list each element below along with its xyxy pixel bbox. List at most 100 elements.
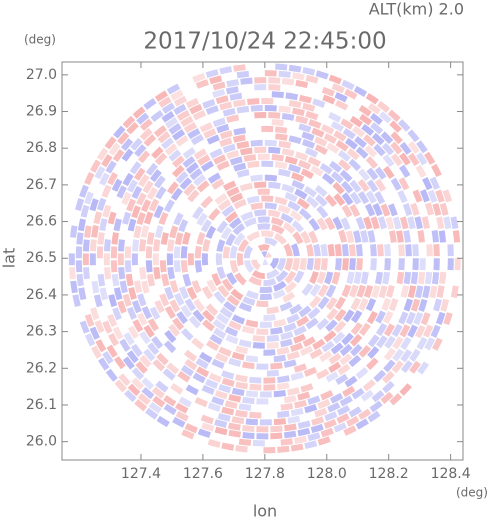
echo-cell (290, 243, 300, 257)
echo-cell (291, 220, 305, 233)
echo-cell (133, 167, 146, 181)
echo-cell (270, 425, 283, 433)
echo-cell (185, 97, 200, 109)
echo-cell (179, 177, 193, 190)
echo-cell (268, 84, 281, 91)
echo-cell (108, 294, 118, 308)
echo-cell (192, 110, 206, 121)
echo-cell (403, 230, 411, 243)
echo-cell (333, 320, 347, 334)
echo-cell (305, 195, 320, 209)
echo-cell (213, 154, 227, 165)
echo-cell (215, 95, 229, 105)
echo-cell (321, 172, 335, 185)
echo-cell (343, 425, 357, 436)
echo-cell (155, 380, 169, 393)
echo-cell (180, 328, 194, 341)
echo-cell (195, 79, 209, 89)
echo-cell (341, 258, 349, 271)
echo-cell (176, 311, 189, 325)
echo-cell (79, 184, 89, 198)
echo-cell (367, 346, 380, 359)
echo-cell (302, 336, 316, 348)
echo-cell (334, 243, 342, 257)
echo-cell (125, 273, 134, 287)
echo-cell (303, 366, 318, 377)
echo-cell (156, 415, 170, 428)
echo-cell (207, 402, 221, 412)
echo-cell (371, 285, 381, 299)
echo-cell (334, 91, 348, 103)
echo-cell (324, 216, 336, 231)
echo-cell (268, 181, 281, 190)
echo-cell (270, 326, 283, 335)
echo-cell (388, 230, 397, 243)
echo-cell (384, 243, 391, 257)
echo-cell (122, 356, 135, 370)
echo-cell (212, 88, 226, 98)
echo-cell (234, 272, 247, 286)
echo-cell (270, 432, 283, 440)
echo-cell (75, 197, 85, 211)
echo-cell (152, 358, 166, 372)
echo-cell (106, 344, 118, 358)
echo-cell (126, 350, 139, 364)
echo-cell (192, 372, 206, 384)
echo-cell (410, 271, 419, 285)
echo-cell (108, 142, 121, 156)
echo-cell (172, 129, 186, 141)
echo-cell (243, 245, 254, 259)
echo-cell (121, 148, 134, 162)
echo-cell (340, 118, 354, 130)
echo-cell (162, 368, 176, 381)
echo-cell (332, 331, 346, 345)
echo-cell (271, 119, 284, 127)
echo-cell (330, 342, 344, 355)
echo-cell (188, 315, 201, 329)
echo-cell (300, 383, 314, 393)
echo-cell (350, 309, 363, 324)
echo-cell (205, 225, 217, 239)
echo-cell (253, 209, 267, 217)
echo-cell (288, 163, 302, 174)
echo-cell (243, 154, 257, 162)
echo-cell (164, 117, 179, 129)
echo-cell (191, 280, 202, 294)
echo-cell (185, 162, 199, 175)
echo-cell (386, 284, 395, 298)
echo-cell (97, 357, 110, 371)
echo-cell (381, 142, 395, 156)
echo-cell (314, 136, 328, 147)
echo-cell (330, 121, 345, 133)
echo-cell (199, 351, 213, 364)
echo-cell (185, 384, 199, 396)
echo-cell (287, 200, 301, 212)
echo-cell (294, 151, 309, 162)
echo-cell (181, 429, 195, 440)
echo-cell (252, 342, 265, 349)
echo-cell (182, 147, 196, 159)
echo-cell (232, 223, 246, 236)
echo-cell (207, 172, 221, 184)
echo-cell (447, 244, 454, 257)
echo-cell (267, 209, 281, 218)
echo-cell (410, 202, 420, 216)
echo-cell (234, 374, 248, 383)
echo-cell (78, 287, 87, 301)
echo-cell (364, 144, 378, 158)
echo-cell (350, 322, 363, 336)
echo-cell (304, 404, 318, 414)
x-unit: (deg) (456, 486, 488, 500)
echo-cell (334, 296, 346, 310)
echo-cell (332, 216, 343, 230)
echo-cell (400, 349, 413, 363)
echo-cell (117, 239, 126, 252)
echo-cell (439, 202, 449, 216)
echo-cell (284, 270, 297, 284)
echo-cell (341, 79, 355, 91)
x-tick-label: 128.2 (369, 466, 409, 482)
echo-cell (307, 395, 321, 406)
echo-cell (130, 343, 143, 357)
echo-cell (169, 225, 179, 239)
echo-cell (89, 326, 100, 340)
